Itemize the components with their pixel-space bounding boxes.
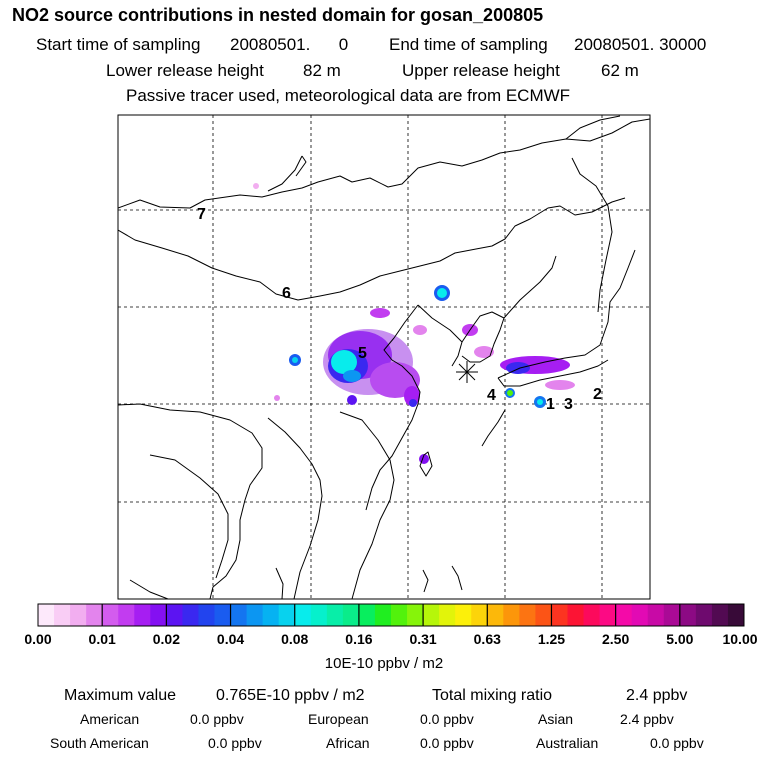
- colorbar-swatch: [679, 604, 697, 626]
- colorbar-swatch: [391, 604, 408, 626]
- region-value-african: 0.0 ppbv: [420, 735, 474, 751]
- colorbar-swatch: [102, 604, 119, 626]
- colorbar-swatch: [471, 604, 488, 626]
- colorbar-swatch: [150, 604, 167, 626]
- colorbar-tick-label: 0.08: [281, 631, 309, 647]
- colorbar-swatch: [631, 604, 649, 626]
- upper-height-label: Upper release height: [402, 61, 560, 80]
- colorbar-swatch: [118, 604, 135, 626]
- region-label-7: 7: [197, 206, 206, 223]
- colorbar-swatch: [711, 604, 729, 626]
- colorbar-swatch: [38, 604, 55, 626]
- coastlines: [118, 115, 650, 599]
- region-label-4: 4: [487, 387, 496, 404]
- max-value: 0.765E-10 ppbv / m2: [216, 687, 365, 704]
- colorbar-swatch: [358, 604, 376, 626]
- region-label-6: 6: [282, 285, 291, 302]
- upper-height-value: 62 m: [601, 61, 639, 80]
- end-time-value: 20080501. 30000: [574, 35, 707, 54]
- colorbar-swatches: [38, 604, 745, 626]
- region-name-american: American: [80, 711, 140, 727]
- region-value-european: 0.0 ppbv: [420, 711, 474, 727]
- colorbar-swatch: [663, 604, 681, 626]
- colorbar-swatch: [294, 604, 312, 626]
- colorbar-swatch: [70, 604, 87, 626]
- colorbar-swatch: [86, 604, 103, 626]
- end-time-label: End time of sampling: [389, 35, 548, 54]
- colorbar-tick-label: 1.25: [537, 631, 566, 647]
- start-time-value: 20080501. 0: [230, 35, 349, 54]
- colorbar-swatch: [519, 604, 536, 626]
- colorbar-swatch: [615, 604, 633, 626]
- colorbar-tick-label: 0.02: [152, 631, 180, 647]
- max-value-label: Maximum value: [64, 687, 177, 704]
- map-panel: 7 6 5 4 1 3 2: [117, 114, 651, 600]
- colorbar-swatch: [535, 604, 552, 626]
- region-label-2: 2: [593, 386, 602, 403]
- colorbar-frame: [37, 603, 745, 627]
- colorbar-unit: 10E-10 ppbv / m2: [324, 655, 444, 672]
- colorbar-tick-label: 0.04: [216, 631, 245, 647]
- colorbar-swatch: [134, 604, 151, 626]
- colorbar-ticks: [101, 604, 681, 626]
- colorbar-tick-label: 0.00: [24, 631, 52, 647]
- colorbar: [37, 603, 745, 627]
- colorbar-swatch: [198, 604, 215, 626]
- colorbar-tick-label: 0.01: [88, 631, 116, 647]
- colorbar-swatch: [423, 604, 440, 626]
- colorbar-swatch: [374, 604, 392, 626]
- region-value-american: 0.0 ppbv: [190, 711, 244, 727]
- colorbar-swatch: [230, 604, 248, 626]
- colorbar-swatch: [54, 604, 71, 626]
- region-label-5: 5: [358, 345, 367, 362]
- colorbar-swatch: [503, 604, 520, 626]
- total-mixing-label: Total mixing ratio: [432, 687, 553, 704]
- colorbar-swatch: [455, 604, 472, 626]
- region-value-australian: 0.0 ppbv: [650, 735, 704, 751]
- colorbar-swatch: [439, 604, 456, 626]
- colorbar-swatch: [246, 604, 264, 626]
- colorbar-tick-label: 10.00: [722, 631, 758, 647]
- tracer-note: Passive tracer used, meteorological data…: [126, 86, 571, 105]
- colorbar-tick-label: 0.63: [473, 631, 501, 647]
- colorbar-swatch: [567, 604, 585, 626]
- region-name-european: European: [308, 711, 369, 727]
- region-label-3: 3: [564, 396, 573, 413]
- colorbar-swatch: [214, 604, 232, 626]
- colorbar-swatch: [407, 604, 424, 626]
- colorbar-tick-label: 5.00: [666, 631, 694, 647]
- start-time-label: Start time of sampling: [36, 35, 201, 54]
- colorbar-tick-label: 2.50: [602, 631, 630, 647]
- colorbar-swatch: [551, 604, 568, 626]
- colorbar-swatch: [278, 604, 296, 626]
- region-label-1: 1: [546, 396, 555, 413]
- region-name-australian: Australian: [536, 735, 599, 751]
- receptor-marker: [456, 361, 478, 383]
- colorbar-swatch: [487, 604, 504, 626]
- lower-height-value: 82 m: [303, 61, 341, 80]
- region-value-south-american: 0.0 ppbv: [208, 735, 262, 751]
- colorbar-tick-label: 0.16: [345, 631, 373, 647]
- colorbar-swatch: [647, 604, 665, 626]
- colorbar-swatch: [182, 604, 199, 626]
- colorbar-swatch: [166, 604, 183, 626]
- colorbar-swatch: [695, 604, 713, 626]
- colorbar-swatch: [599, 604, 617, 626]
- colorbar-swatch: [342, 604, 360, 626]
- colorbar-tick-label: 0.31: [409, 631, 437, 647]
- colorbar-swatch: [583, 604, 601, 626]
- colorbar-swatch: [262, 604, 280, 626]
- colorbar-swatch: [727, 604, 745, 626]
- total-mixing-value: 2.4 ppbv: [626, 687, 688, 704]
- lower-height-label: Lower release height: [106, 61, 264, 80]
- region-name-african: African: [326, 735, 370, 751]
- colorbar-swatch: [326, 604, 344, 626]
- region-name-south-american: South American: [50, 735, 149, 751]
- figure-title: NO2 source contributions in nested domai…: [12, 5, 544, 25]
- region-value-asian: 2.4 ppbv: [620, 711, 674, 727]
- region-name-asian: Asian: [538, 711, 574, 727]
- colorbar-swatch: [310, 604, 328, 626]
